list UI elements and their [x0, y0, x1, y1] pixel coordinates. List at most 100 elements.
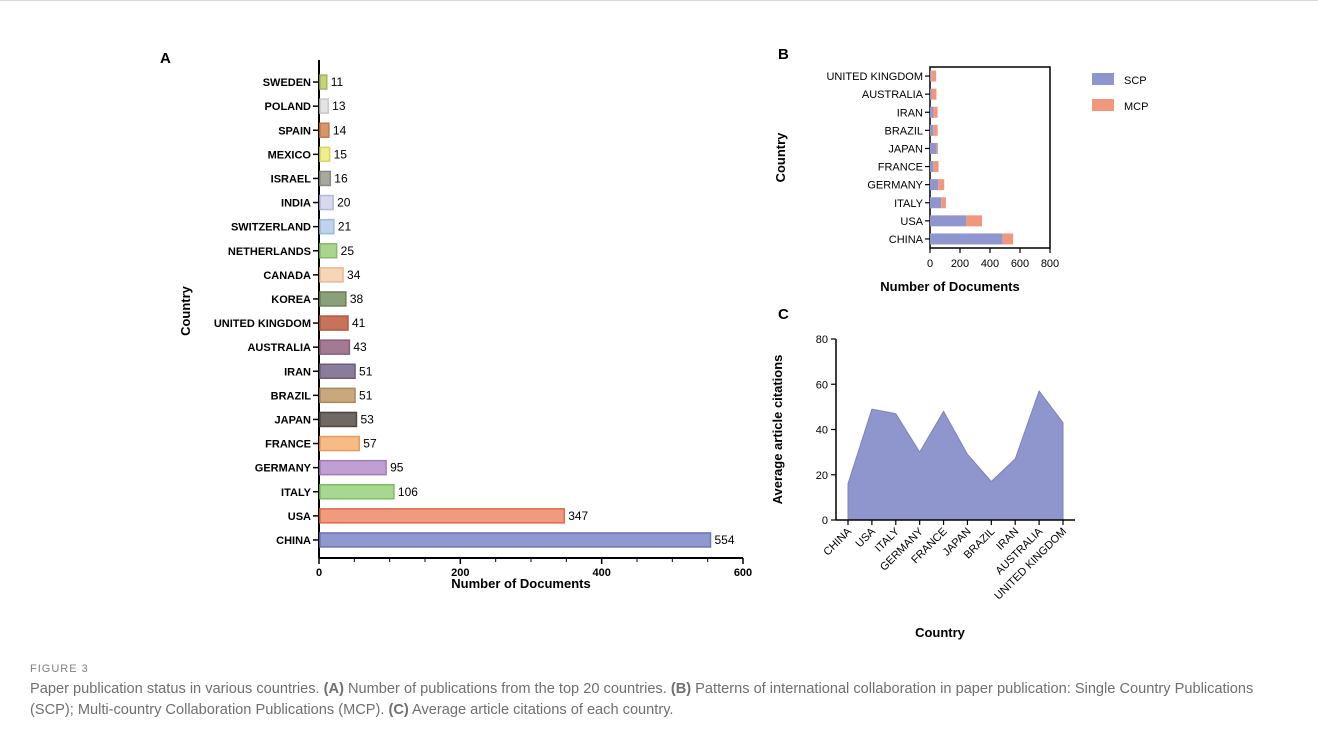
data-label-a: 16: [334, 171, 348, 185]
tick-label-a-y: AUSTRALIA: [247, 342, 311, 354]
axis-title-a-x: Number of Documents: [451, 576, 590, 591]
bar-b-mcp-australia: [931, 88, 937, 100]
legend-label-mcp: MCP: [1124, 101, 1148, 113]
tick-label-a-y: CANADA: [263, 270, 311, 282]
tick-label-a-y: GERMANY: [255, 463, 312, 475]
caption-part: Average article citations of each countr…: [408, 702, 674, 718]
area-c-citations: [847, 389, 1064, 521]
tick-label-b-y: UNITED KINGDOM: [826, 71, 923, 83]
data-label-a: 57: [363, 437, 377, 451]
tick-label-a-y: BRAZIL: [271, 390, 312, 402]
tick-label-b-x: 400: [981, 258, 999, 270]
bar-a-usa: [319, 508, 565, 524]
tick-label-a-y: NETHERLANDS: [228, 246, 311, 258]
bar-a-mexico: [319, 146, 331, 163]
data-label-a: 20: [337, 196, 351, 210]
figure-canvas: A SWEDEN 11 POLAND 13 SPAIN 14 MEXICO 15 ISRAEL 16…: [160, 46, 1148, 640]
tick-label-b-x: 600: [1011, 258, 1029, 270]
bar-a-italy: [319, 484, 395, 500]
data-label-a: 41: [352, 316, 366, 330]
data-label-a: 95: [390, 461, 404, 475]
tick-label-c-y: 80: [816, 334, 828, 346]
tick-label-a-y: JAPAN: [275, 414, 312, 426]
legend-swatch-mcp: [1092, 99, 1114, 111]
tick-label-a-x: 200: [451, 567, 469, 579]
axis-title-c-y: Average article citations: [770, 355, 785, 505]
bar-a-australia: [319, 339, 351, 355]
data-label-a: 21: [338, 220, 352, 234]
data-label-a: 43: [353, 340, 367, 354]
bar-a-united-kingdom: [319, 315, 349, 331]
bar-b-scp-germany: [930, 179, 939, 191]
bar-a-poland: [319, 98, 329, 114]
bar-b-scp-brazil: [930, 124, 934, 136]
data-label-a: 106: [398, 485, 418, 499]
bar-a-germany: [319, 459, 387, 476]
bar-b-scp-china: [930, 233, 1003, 245]
legend-label-scp: SCP: [1124, 75, 1147, 87]
bar-b-mcp-usa: [966, 215, 983, 227]
data-label-a: 13: [332, 99, 346, 113]
bar-a-switzerland: [319, 218, 335, 235]
legend-swatch-scp: [1092, 73, 1114, 85]
tick-label-b-y: ITALY: [894, 198, 924, 210]
bar-b-mcp-brazil: [933, 124, 938, 136]
caption-part: Paper publication status in various coun…: [30, 681, 324, 697]
bar-b-mcp-germany: [938, 179, 945, 191]
tick-label-b-y: AUSTRALIA: [862, 89, 924, 101]
data-label-a: 34: [347, 268, 361, 282]
caption-part: Patterns of international collaboration …: [30, 681, 1254, 718]
bar-b-mcp-united-kingdom: [931, 70, 937, 82]
tick-label-b-y: FRANCE: [878, 162, 923, 174]
tick-label-a-y: ITALY: [281, 487, 312, 499]
tick-label-a-y: SWEDEN: [263, 77, 311, 89]
data-label-a: 51: [359, 364, 373, 378]
bar-a-india: [319, 194, 334, 211]
tick-label-a-y: POLAND: [265, 101, 312, 113]
tick-label-a-y: SWITZERLAND: [231, 222, 311, 234]
bar-a-spain: [319, 122, 330, 138]
tick-label-b-x: 0: [927, 258, 933, 270]
bar-b-scp-usa: [930, 215, 966, 227]
bar-b-scp-united-kingdom: [930, 70, 932, 82]
tick-label-a-y: INDIA: [281, 198, 311, 210]
bar-b-mcp-italy: [941, 197, 946, 209]
caption-label: FIGURE 3: [30, 663, 89, 675]
tick-label-a-y: USA: [288, 511, 311, 523]
tick-label-a-y: MEXICO: [268, 149, 312, 161]
panel-letter-b: B: [778, 46, 789, 63]
tick-label-a-y: CHINA: [276, 535, 311, 547]
bar-a-japan: [319, 411, 358, 428]
tick-label-c-y: 60: [816, 379, 828, 391]
bar-a-iran: [319, 363, 356, 379]
bar-b-mcp-china: [1002, 233, 1014, 245]
tick-label-c-y: 0: [822, 515, 828, 527]
caption-ref-b: (B): [670, 681, 692, 697]
tick-label-a-y: KOREA: [271, 294, 311, 306]
tick-label-b-x: 200: [951, 258, 969, 270]
data-label-a: 11: [331, 75, 344, 89]
bar-a-korea: [319, 291, 347, 307]
figure-caption: FIGURE 3 Paper publication status in var…: [30, 663, 1300, 721]
tick-label-b-y: BRAZIL: [884, 125, 923, 137]
tick-label-a-x: 0: [316, 567, 322, 579]
bar-b-scp-italy: [930, 197, 942, 209]
bar-a-china: [319, 532, 712, 548]
data-label-a: 15: [334, 147, 348, 161]
tick-label-a-y: SPAIN: [278, 125, 311, 137]
bar-a-canada: [319, 267, 344, 283]
axis-title-b-x: Number of Documents: [880, 279, 1019, 294]
bar-b-mcp-france: [933, 161, 939, 173]
caption-ref-a: (A): [323, 681, 344, 697]
data-label-a: 53: [360, 412, 374, 426]
data-label-a: 347: [568, 509, 588, 523]
data-label-a: 14: [333, 123, 347, 137]
caption-text: Paper publication status in various coun…: [30, 679, 1300, 721]
tick-label-a-x: 400: [592, 567, 610, 579]
tick-label-a-y: FRANCE: [265, 439, 311, 451]
tick-label-b-y: GERMANY: [867, 180, 923, 192]
bar-a-brazil: [319, 387, 356, 404]
tick-label-b-x: 800: [1041, 258, 1059, 270]
tick-label-b-y: USA: [900, 216, 923, 228]
